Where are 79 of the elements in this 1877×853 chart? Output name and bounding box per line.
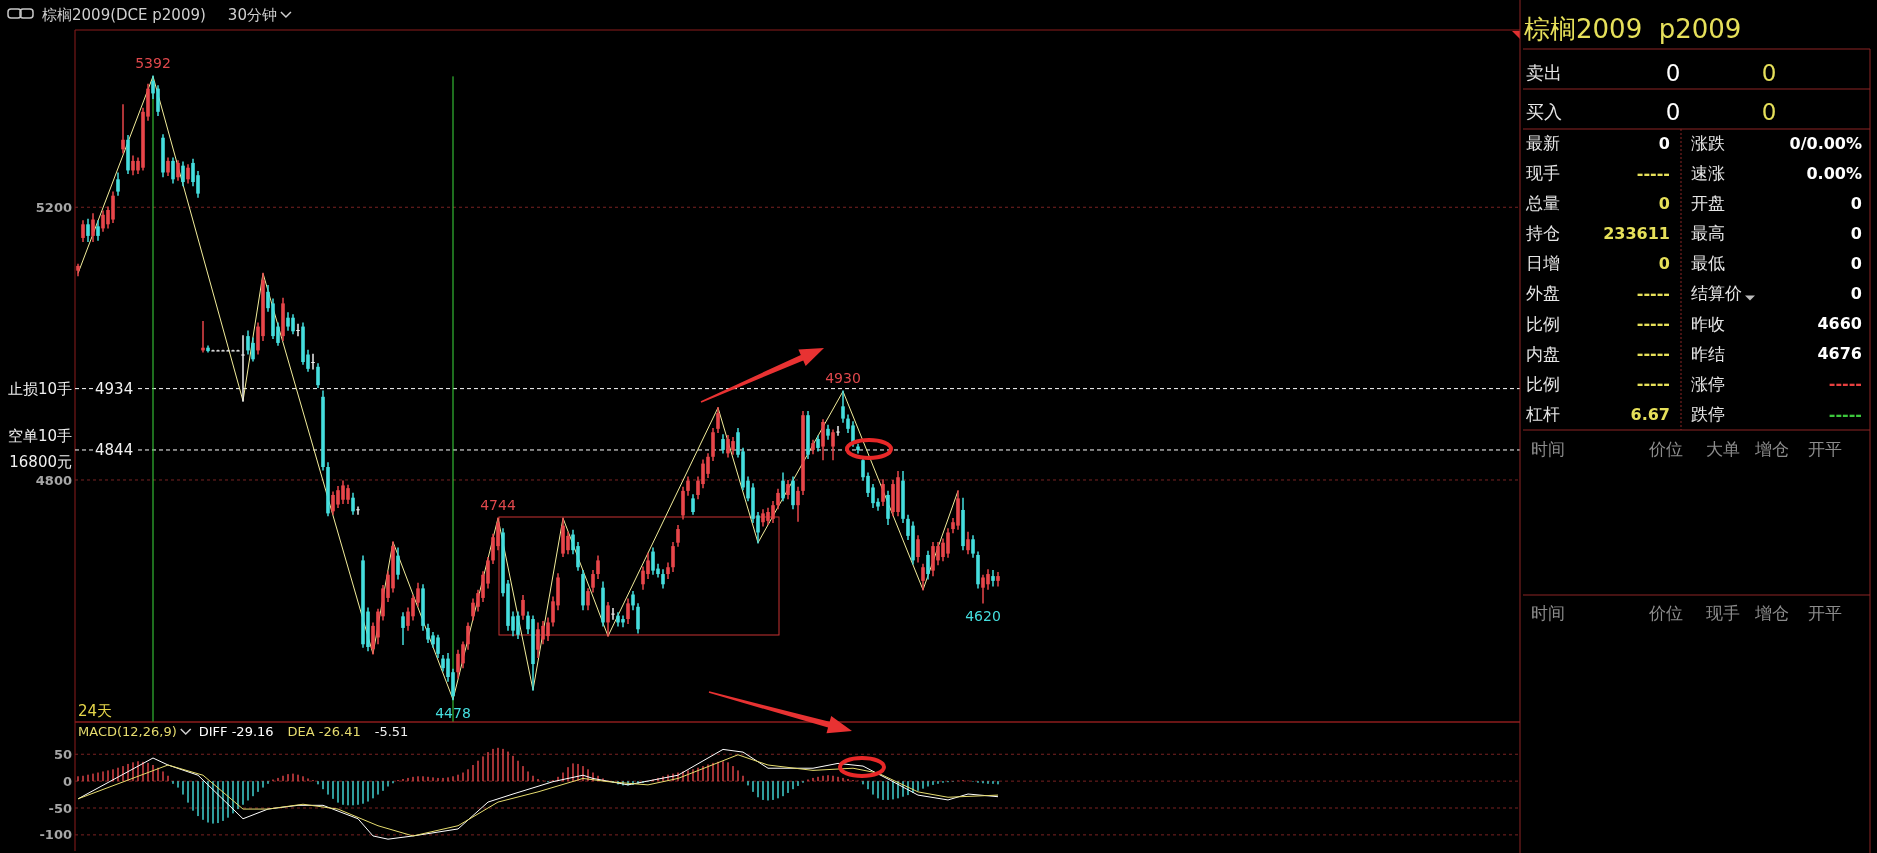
text: -----	[1828, 404, 1862, 424]
annotation: 4620	[965, 607, 1001, 624]
text: 0	[1658, 254, 1670, 273]
text: 4660	[1817, 314, 1862, 334]
text: 时间	[1531, 438, 1565, 459]
annotation: 4930	[825, 370, 861, 387]
annotation: 4844	[95, 441, 134, 460]
text: 最高	[1691, 223, 1725, 244]
text: 持仓	[1526, 223, 1560, 244]
text: 总量	[1525, 193, 1560, 214]
text: 大单	[1706, 438, 1740, 459]
text: 昨结	[1691, 343, 1725, 364]
text: 最新	[1526, 132, 1560, 153]
annotation: 24天	[78, 702, 113, 720]
text: 现手	[1706, 602, 1740, 623]
text: 233611	[1603, 223, 1670, 243]
text: -----	[1828, 374, 1862, 394]
text: 0/0.00%	[1789, 133, 1862, 153]
text: -----	[1636, 374, 1670, 394]
text: 跌停	[1691, 403, 1725, 424]
text: 比例	[1526, 313, 1560, 334]
annotation: 4478	[435, 704, 471, 721]
y-tick-label: 5200	[35, 199, 72, 215]
text: 比例	[1526, 373, 1560, 394]
annotation: -5.51	[374, 724, 409, 739]
text: -----	[1636, 344, 1670, 364]
text: 外盘	[1526, 283, 1560, 304]
text: 增仓	[1754, 438, 1789, 459]
y-tick-label: 4800	[35, 472, 72, 488]
y-tick-label: -50	[48, 800, 72, 816]
text: 0.00%	[1806, 163, 1862, 183]
text: 0	[1658, 193, 1670, 213]
text: 0	[1850, 193, 1862, 213]
chart-title: 棕榈2009(DCE p2009)	[42, 6, 206, 24]
text: -----	[1636, 314, 1670, 334]
text: 价位	[1648, 602, 1683, 623]
text: 价位	[1648, 438, 1683, 459]
text: 买入	[1526, 101, 1562, 123]
text: 0	[1665, 99, 1681, 126]
text: 0	[1761, 60, 1777, 87]
text: 卖出	[1526, 62, 1562, 84]
text: DIFF -29.16	[198, 724, 274, 739]
text: 内盘	[1526, 343, 1560, 364]
text: 0	[1850, 254, 1862, 273]
ref-line-label: 止损10手	[7, 379, 72, 398]
text: 涨跌	[1691, 132, 1725, 153]
text: 0	[1850, 223, 1862, 243]
text: 杠杆	[1525, 403, 1560, 424]
text: 速涨	[1691, 163, 1725, 184]
chart-title: MACD(12,26,9)	[78, 724, 177, 739]
ref-line-label: 空单10手 16800元	[7, 427, 72, 472]
text: 昨收	[1691, 313, 1725, 334]
text: 最低	[1691, 253, 1725, 274]
text: 涨停	[1691, 373, 1725, 394]
text: 0	[1761, 99, 1777, 126]
text: -----	[1636, 163, 1670, 183]
text: 现手	[1526, 163, 1560, 184]
y-tick-label: -100	[39, 827, 72, 843]
text: DEA -26.41	[287, 724, 361, 739]
text: 4676	[1817, 344, 1862, 364]
chart-subtitle: 30分钟	[227, 6, 277, 24]
text: 6.67	[1630, 404, 1670, 424]
annotation: 5392	[135, 55, 171, 72]
text: 开平	[1808, 438, 1842, 459]
text: 0	[1665, 60, 1681, 87]
text: 时间	[1531, 602, 1565, 623]
text: 结算价	[1691, 283, 1742, 304]
text: 开平	[1808, 602, 1842, 623]
text: 0	[1850, 284, 1862, 304]
text: 开盘	[1691, 193, 1725, 214]
text: 0	[1658, 133, 1670, 153]
y-tick-label: 50	[53, 746, 72, 762]
text: 日增	[1526, 253, 1560, 274]
text: -----	[1636, 284, 1670, 304]
annotation: 4744	[480, 497, 516, 514]
text: 棕榈2009 p2009	[1524, 14, 1742, 44]
annotation: 4934	[95, 379, 134, 398]
y-tick-label: 0	[62, 773, 72, 789]
text: 增仓	[1754, 602, 1789, 623]
